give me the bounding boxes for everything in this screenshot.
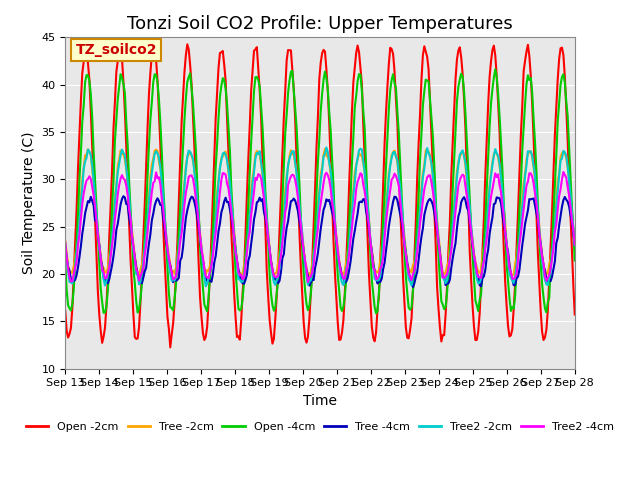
Line: Open -2cm: Open -2cm	[65, 44, 575, 348]
Tree2 -4cm	[124, 192, 132, 198]
Tree -4cm	[120, 193, 127, 199]
Open -4cm	[213, 141, 221, 147]
Open -2cm	[166, 345, 174, 350]
Open -2cm	[124, 184, 132, 190]
Tree2 -4cm	[304, 279, 312, 285]
Open -2cm	[233, 334, 241, 340]
Tree -2cm	[61, 238, 69, 244]
Open -2cm	[242, 232, 250, 238]
X-axis label: Time: Time	[303, 394, 337, 408]
Tree -2cm	[232, 244, 239, 250]
Tree2 -4cm	[544, 275, 552, 281]
Tree -2cm	[285, 154, 293, 159]
Tree -2cm	[214, 177, 222, 182]
Tree2 -4cm	[213, 216, 221, 222]
Tree2 -4cm	[61, 239, 69, 245]
Tree2 -2cm	[232, 248, 239, 253]
Tree2 -2cm	[571, 242, 579, 248]
Tree2 -4cm	[230, 235, 238, 241]
Tree -2cm	[321, 146, 329, 152]
Tree -4cm	[240, 281, 248, 287]
Tree2 -2cm	[214, 180, 222, 186]
Open -4cm	[372, 311, 380, 316]
Open -2cm	[571, 312, 579, 317]
Open -4cm	[545, 295, 553, 301]
Tree -2cm	[545, 262, 553, 267]
Line: Open -4cm: Open -4cm	[65, 69, 575, 313]
Open -2cm	[61, 308, 69, 313]
Open -2cm	[287, 48, 295, 53]
Tree -2cm	[124, 180, 132, 186]
Tree2 -2cm	[323, 144, 330, 150]
Open -4cm	[239, 295, 246, 301]
Tree2 -2cm	[61, 241, 69, 247]
Tree2 -2cm	[202, 284, 209, 289]
Tree -2cm	[240, 262, 248, 267]
Tree -4cm	[125, 215, 133, 221]
Tree2 -4cm	[284, 182, 292, 188]
Title: Tonzi Soil CO2 Profile: Upper Temperatures: Tonzi Soil CO2 Profile: Upper Temperatur…	[127, 15, 513, 33]
Tree -4cm	[214, 228, 222, 234]
Open -4cm	[61, 259, 69, 265]
Legend: Open -2cm, Tree -2cm, Open -4cm, Tree -4cm, Tree2 -2cm, Tree2 -4cm: Open -2cm, Tree -2cm, Open -4cm, Tree -4…	[22, 417, 618, 436]
Text: TZ_soilco2: TZ_soilco2	[76, 43, 157, 57]
Open -2cm	[545, 277, 553, 283]
Tree2 -4cm	[559, 169, 567, 175]
Tree2 -2cm	[124, 178, 132, 183]
Y-axis label: Soil Temperature (C): Soil Temperature (C)	[22, 132, 36, 274]
Tree2 -2cm	[285, 156, 293, 162]
Tree -2cm	[135, 274, 143, 280]
Open -4cm	[571, 258, 579, 264]
Open -4cm	[492, 66, 499, 72]
Open -4cm	[124, 143, 132, 148]
Open -2cm	[184, 41, 191, 47]
Tree -4cm	[285, 207, 293, 213]
Tree2 -4cm	[239, 276, 246, 282]
Line: Tree -4cm: Tree -4cm	[65, 196, 575, 287]
Open -4cm	[284, 90, 292, 96]
Line: Tree -2cm: Tree -2cm	[65, 149, 575, 277]
Tree -4cm	[232, 247, 239, 252]
Line: Tree2 -4cm: Tree2 -4cm	[65, 172, 575, 282]
Tree -4cm	[571, 242, 579, 248]
Tree2 -2cm	[545, 275, 553, 280]
Tree -4cm	[61, 244, 69, 250]
Open -2cm	[216, 50, 224, 56]
Tree2 -2cm	[240, 271, 248, 277]
Tree -4cm	[409, 284, 417, 290]
Tree2 -4cm	[571, 242, 579, 248]
Tree -4cm	[545, 278, 553, 284]
Open -4cm	[230, 243, 238, 249]
Line: Tree2 -2cm: Tree2 -2cm	[65, 147, 575, 287]
Tree -2cm	[571, 239, 579, 245]
